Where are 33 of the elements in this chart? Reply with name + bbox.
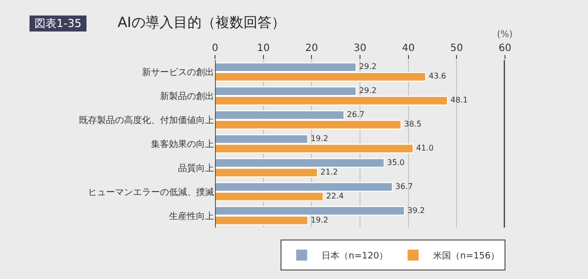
y-tick-label: 新サービスの創出: [142, 67, 214, 78]
data-label: 26.7: [347, 110, 365, 120]
y-tick-label: 新製品の創出: [160, 91, 214, 102]
chart-title: AIの導入目的（複数回答）: [118, 15, 286, 32]
legend-label: 日本（n=120）: [322, 250, 388, 262]
data-label: 38.5: [404, 120, 422, 129]
data-label: 43.6: [428, 72, 446, 81]
data-label: 36.7: [395, 182, 413, 191]
data-label: 39.2: [407, 206, 425, 215]
y-tick-label: 品質向上: [178, 162, 214, 174]
data-label: 19.2: [310, 215, 328, 224]
data-label: 35.0: [387, 158, 405, 167]
x-tick-label: 40: [402, 43, 415, 54]
y-tick-label: 集客効果の向上: [151, 138, 214, 150]
data-label: 22.4: [326, 191, 344, 200]
x-tick-label: 0: [212, 43, 218, 54]
x-axis-title: (%): [497, 30, 513, 40]
legend-label: 米国（n=156）: [433, 250, 500, 262]
y-tick-label: ヒューマンエラーの低減、撲滅: [88, 186, 214, 198]
data-label: 29.2: [359, 62, 377, 72]
data-label: 19.2: [310, 134, 328, 143]
x-tick-label: 30: [354, 43, 366, 54]
data-label: 48.1: [450, 96, 468, 105]
data-label: 29.2: [359, 86, 377, 96]
x-tick-label: 50: [450, 43, 464, 54]
text: 図表1-35: [31, 17, 85, 30]
y-tick-label: 既存製品の高度化、付加価値向上: [79, 115, 214, 126]
data-label: 21.2: [320, 168, 338, 177]
data-label: 41.0: [416, 144, 434, 153]
x-tick-label: 60: [498, 43, 512, 54]
x-tick-label: 20: [305, 43, 318, 54]
x-tick-label: 10: [256, 43, 270, 54]
y-tick-label: 生産性向上: [169, 210, 214, 222]
